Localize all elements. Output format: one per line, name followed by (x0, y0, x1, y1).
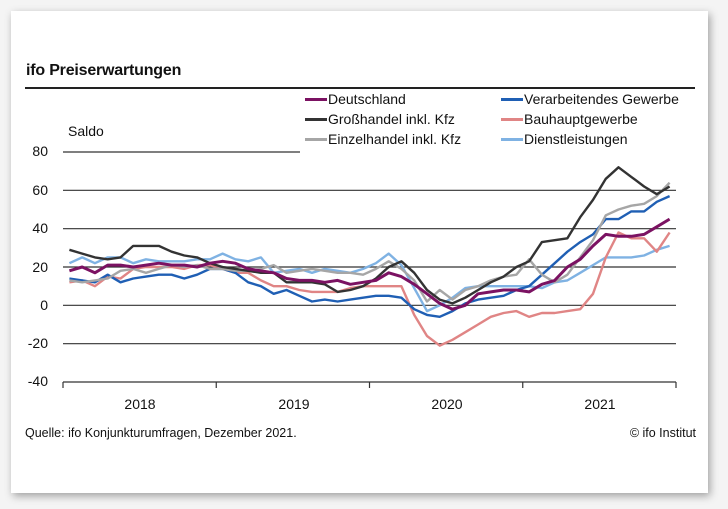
x-tick-label: 2021 (584, 396, 616, 412)
legend-label: Verarbeitendes Gewerbe (524, 91, 679, 107)
legend-swatch (501, 97, 523, 101)
legend-label: Einzelhandel inkl. Kfz (328, 131, 462, 147)
x-tick-label: 2018 (124, 396, 156, 412)
legend-item-grosshandel: Großhandel inkl. Kfz (305, 111, 455, 127)
y-tick-label: 20 (32, 259, 48, 275)
y-tick-label: 60 (32, 182, 48, 198)
y-tick-label: -20 (27, 335, 48, 351)
x-tick-label: 2019 (278, 396, 310, 412)
series-line-verarbeitendes-gewerbe (69, 195, 671, 318)
series-line-bauhauptgewerbe (69, 231, 671, 347)
source-note: Quelle: ifo Konjunkturumfragen, Dezember… (25, 426, 297, 440)
series-line-deutschland (68, 217, 671, 311)
legend-label: Großhandel inkl. Kfz (328, 111, 455, 127)
legend-swatch (501, 137, 523, 141)
chart-title: ifo Preiserwartungen (26, 62, 182, 79)
x-tick-label: 2020 (431, 396, 463, 412)
y-tick-label: 0 (40, 297, 48, 313)
copyright-note: © ifo Institut (629, 426, 696, 440)
title-divider (25, 87, 695, 89)
legend-item-verarbeitendes-gewerbe: Verarbeitendes Gewerbe (501, 91, 679, 107)
legend-swatch (305, 97, 327, 101)
legend-swatch (305, 137, 327, 141)
legend-label: Dienstleistungen (524, 131, 628, 147)
legend-swatch (305, 117, 327, 121)
legend-swatch (501, 117, 523, 121)
legend-label: Deutschland (328, 91, 406, 107)
y-tick-label: 80 (32, 143, 48, 159)
y-tick-label: -40 (27, 373, 48, 389)
legend-item-einzelhandel: Einzelhandel inkl. Kfz (305, 131, 461, 147)
legend-item-bauhauptgewerbe: Bauhauptgewerbe (501, 111, 638, 127)
y-tick-label: 40 (32, 220, 48, 236)
series-line-dienstleistungen (68, 244, 670, 313)
legend-item-dienstleistungen: Dienstleistungen (501, 131, 628, 147)
legend-label: Bauhauptgewerbe (524, 111, 638, 127)
series-line-großhandel-inkl-kfz (69, 166, 671, 305)
y-axis-label: Saldo (68, 123, 104, 139)
legend-item-deutschland: Deutschland (305, 91, 406, 107)
